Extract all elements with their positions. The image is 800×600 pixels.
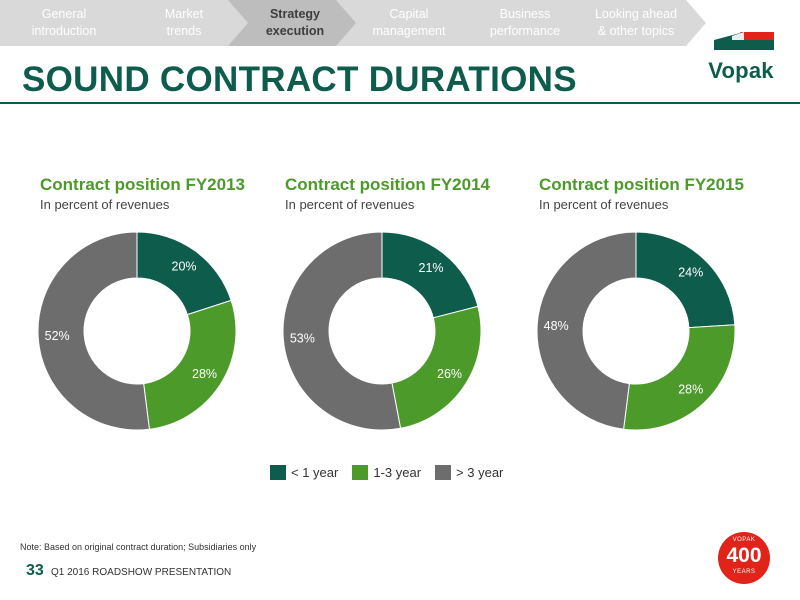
- legend-swatch: [270, 464, 286, 480]
- vopak-logo: Vopak: [700, 28, 782, 83]
- chart-title: Contract position FY2014: [285, 175, 490, 194]
- chart-title: Contract position FY2015: [539, 175, 744, 194]
- badge-bottom-text: YEARS: [732, 569, 756, 575]
- nav-step-general-introduction-shape: [0, 0, 142, 46]
- nav-background: [0, 0, 706, 46]
- donut-chart-fy2014: 21% 26% 53%: [282, 231, 482, 431]
- donut-slice-lt-1-year: [635, 231, 736, 329]
- legend-item-1-3-year: 1-3 year: [352, 464, 422, 480]
- chart-subtitle: In percent of revenues: [285, 197, 415, 212]
- legend-swatch: [435, 464, 452, 480]
- nav-item-strategy-execution[interactable]: Strategy execution: [265, 7, 325, 38]
- page-number: 33: [26, 562, 44, 579]
- nav-item-general-introduction[interactable]: General introduction: [31, 7, 97, 38]
- donut-chart-fy2015: 24% 28% 48%: [536, 231, 736, 431]
- donut-data-label-lt-1-year: 24%: [678, 266, 703, 280]
- badge-top-text: VOPAK: [732, 537, 756, 543]
- vopak-400-years-badge: VOPAK 400 YEARS: [718, 532, 770, 584]
- page-title: SOUND CONTRACT DURATIONS: [22, 60, 577, 99]
- chart-panel-fy2013: Contract position FY2013 In percent of r…: [37, 175, 280, 445]
- donut-slice-gt-3-year: [37, 231, 150, 431]
- nav-item-market-trends[interactable]: Market trends: [164, 7, 204, 38]
- title-underline: [0, 102, 800, 104]
- vopak-logo-mark: [714, 32, 774, 50]
- footer-text: Q1 2016 ROADSHOW PRESENTATION: [51, 567, 232, 578]
- footnote: Note: Based on original contract duratio…: [20, 542, 257, 552]
- donut-slice-gt-3-year: [282, 231, 402, 431]
- legend-label: 1-3 year: [373, 464, 422, 480]
- donut-slice-1-3-year: [143, 299, 237, 430]
- badge-number: 400: [726, 544, 762, 567]
- donut-slice-1-3-year: [391, 305, 482, 429]
- vopak-logo-word: Vopak: [708, 58, 774, 83]
- section-navigation: General introduction Market trends Strat…: [0, 0, 800, 46]
- donut-data-label-1-3-year: 28%: [678, 382, 703, 396]
- nav-item-business-performance[interactable]: Business performance: [489, 7, 561, 38]
- chart-legend: < 1 year 1-3 year > 3 year: [270, 463, 517, 481]
- nav-step-business-performance-shape: [460, 0, 590, 46]
- nav-step-looking-ahead-shape: [568, 0, 706, 46]
- donut-chart-fy2013: 20% 28% 52%: [37, 231, 237, 431]
- nav-step-market-trends-shape: [120, 0, 250, 46]
- donut-data-label-gt-3-year: 53%: [290, 332, 315, 346]
- legend-item-gt-3-year: > 3 year: [435, 464, 504, 480]
- chart-title: Contract position FY2013: [40, 175, 245, 194]
- chart-subtitle: In percent of revenues: [539, 197, 669, 212]
- legend-item-lt-1-year: < 1 year: [270, 464, 339, 480]
- nav-step-capital-management-shape: [336, 0, 482, 46]
- donut-slice-lt-1-year: [136, 231, 232, 316]
- donut-data-label-1-3-year: 26%: [437, 367, 462, 381]
- legend-label: > 3 year: [456, 464, 504, 480]
- legend-label: < 1 year: [291, 464, 339, 480]
- chart-panel-fy2014: Contract position FY2014 In percent of r…: [282, 175, 525, 445]
- nav-item-looking-ahead[interactable]: Looking ahead & other topics: [594, 7, 678, 38]
- donut-data-label-lt-1-year: 21%: [419, 261, 444, 275]
- nav-item-capital-management[interactable]: Capital management: [372, 7, 446, 38]
- donut-slice-lt-1-year: [381, 231, 479, 319]
- donut-data-label-1-3-year: 28%: [192, 367, 217, 381]
- donut-data-label-lt-1-year: 20%: [172, 259, 197, 273]
- chart-subtitle: In percent of revenues: [40, 197, 170, 212]
- nav-step-strategy-execution-shape: [228, 0, 358, 46]
- donut-data-label-gt-3-year: 48%: [544, 319, 569, 333]
- donut-data-label-gt-3-year: 52%: [45, 329, 70, 343]
- donut-slice-gt-3-year: [536, 231, 637, 430]
- legend-swatch: [352, 464, 369, 480]
- chart-panel-fy2015: Contract position FY2015 In percent of r…: [536, 175, 779, 445]
- donut-slice-1-3-year: [623, 324, 736, 431]
